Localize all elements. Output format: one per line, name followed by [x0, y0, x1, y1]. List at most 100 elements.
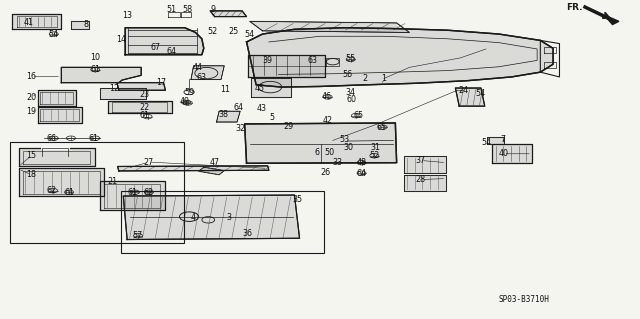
Text: 61: 61 [64, 188, 74, 197]
Text: 16: 16 [26, 72, 36, 81]
Text: 34: 34 [346, 88, 356, 97]
Text: 50: 50 [324, 148, 335, 157]
Text: 26: 26 [320, 168, 330, 177]
Text: 17: 17 [157, 78, 166, 87]
Text: 63: 63 [307, 56, 317, 64]
Text: 22: 22 [140, 103, 150, 112]
Text: 24: 24 [459, 86, 468, 95]
Text: 62: 62 [47, 186, 57, 195]
Text: 7: 7 [500, 135, 506, 144]
Polygon shape [38, 107, 83, 123]
Polygon shape [404, 156, 447, 173]
Text: 30: 30 [344, 143, 354, 152]
Text: 46: 46 [321, 93, 332, 101]
Text: 19: 19 [26, 107, 36, 116]
Text: 45: 45 [254, 85, 264, 93]
Polygon shape [38, 90, 76, 106]
Polygon shape [191, 66, 224, 79]
Text: 51: 51 [167, 5, 177, 14]
Text: 20: 20 [26, 93, 36, 102]
Text: 43: 43 [256, 104, 266, 113]
Text: 52: 52 [207, 27, 218, 36]
Polygon shape [216, 111, 240, 122]
Polygon shape [71, 21, 89, 29]
Text: 9: 9 [210, 5, 215, 14]
Polygon shape [19, 148, 95, 167]
Text: 18: 18 [26, 170, 36, 179]
Polygon shape [492, 144, 532, 163]
Text: 60: 60 [347, 95, 357, 104]
Text: 55: 55 [346, 54, 356, 63]
Polygon shape [100, 88, 147, 99]
Text: 13: 13 [122, 11, 132, 20]
Text: 54: 54 [481, 137, 491, 146]
Polygon shape [19, 168, 104, 196]
Text: 12: 12 [109, 85, 120, 93]
Bar [121, 191, 324, 253]
Text: 61: 61 [128, 188, 138, 197]
Text: 41: 41 [23, 19, 33, 27]
Text: 59: 59 [184, 88, 194, 97]
Polygon shape [456, 88, 484, 106]
Text: 21: 21 [108, 177, 118, 186]
Text: 65: 65 [377, 122, 387, 132]
Polygon shape [61, 67, 141, 83]
Text: 40: 40 [499, 149, 508, 158]
Text: 3: 3 [227, 213, 232, 222]
Polygon shape [210, 11, 246, 17]
Text: 64: 64 [233, 103, 243, 112]
Text: 42: 42 [323, 116, 333, 125]
Polygon shape [250, 21, 410, 33]
Text: 48: 48 [356, 158, 367, 167]
Text: 4: 4 [191, 213, 196, 222]
Text: 14: 14 [116, 35, 125, 44]
Text: 61: 61 [90, 65, 100, 74]
Text: 38: 38 [218, 110, 228, 119]
Text: FR.: FR. [566, 3, 582, 12]
Bar [10, 142, 184, 243]
Text: 57: 57 [133, 231, 143, 240]
Text: 53: 53 [339, 135, 349, 144]
Text: 1: 1 [381, 74, 387, 83]
Text: 27: 27 [144, 158, 154, 167]
Text: 52: 52 [369, 151, 380, 160]
Text: 23: 23 [140, 90, 150, 99]
Text: 5: 5 [269, 113, 275, 122]
Polygon shape [604, 15, 619, 25]
Polygon shape [251, 78, 291, 97]
Text: 61: 61 [88, 134, 99, 143]
Polygon shape [124, 195, 300, 240]
Polygon shape [246, 28, 553, 87]
Text: 63: 63 [197, 73, 207, 82]
Text: 65: 65 [353, 111, 364, 120]
Text: 29: 29 [283, 122, 293, 131]
Text: 28: 28 [416, 175, 426, 184]
Polygon shape [12, 14, 61, 29]
Text: 31: 31 [371, 143, 381, 152]
Text: 39: 39 [262, 56, 273, 64]
Text: 33: 33 [333, 158, 343, 167]
Text: 35: 35 [292, 195, 303, 204]
Text: 61: 61 [140, 111, 149, 120]
Polygon shape [487, 137, 504, 144]
Text: 54: 54 [244, 30, 255, 39]
Polygon shape [100, 181, 166, 210]
Text: 36: 36 [243, 229, 253, 238]
Text: 10: 10 [90, 53, 100, 62]
Text: SP03-B3710H: SP03-B3710H [499, 295, 550, 304]
Polygon shape [404, 175, 447, 191]
Text: 56: 56 [342, 70, 353, 79]
Text: 47: 47 [209, 158, 220, 167]
Text: 49: 49 [180, 97, 189, 106]
Polygon shape [117, 83, 166, 90]
Text: 11: 11 [221, 85, 230, 94]
Polygon shape [108, 101, 172, 114]
Text: 67: 67 [151, 43, 161, 52]
Text: 64: 64 [167, 47, 177, 56]
Polygon shape [244, 123, 397, 163]
Text: 54: 54 [49, 30, 59, 39]
Text: 66: 66 [47, 134, 57, 143]
Polygon shape [125, 28, 204, 55]
Text: 25: 25 [228, 27, 239, 36]
Text: 15: 15 [26, 151, 36, 160]
